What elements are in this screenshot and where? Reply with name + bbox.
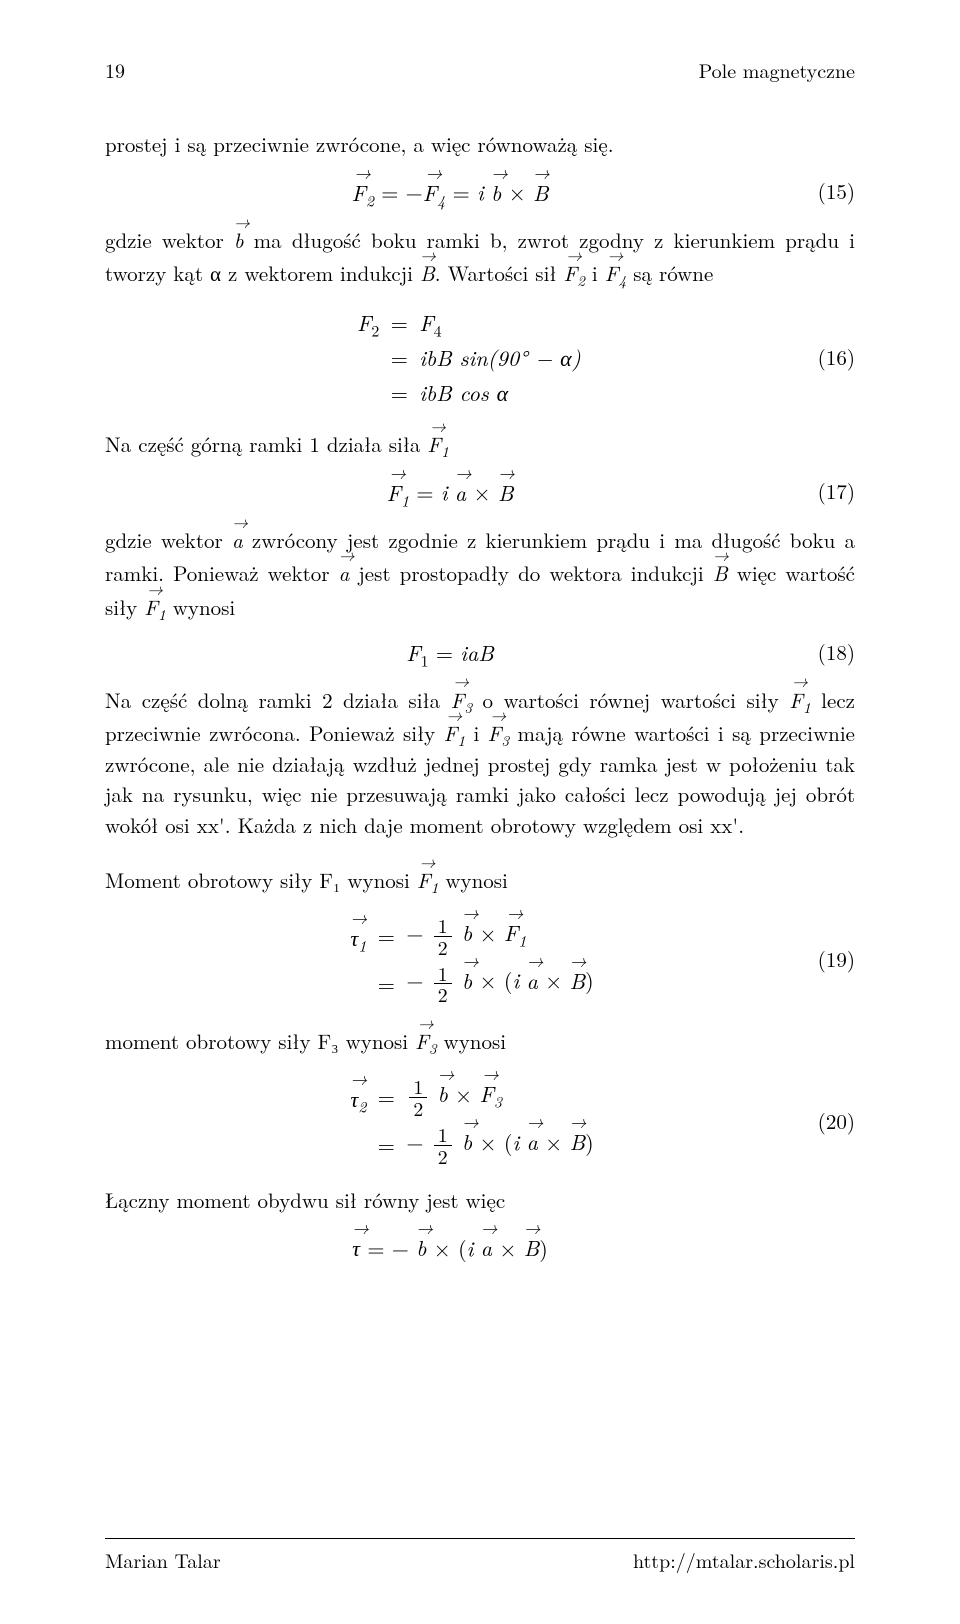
equation-20: τ2 = 12 b × F3 = − 12 b × (i a × B) (20) (105, 1071, 855, 1171)
running-header: 19 Pole magnetyczne (105, 55, 855, 84)
equation-17: F1 = i a × B (17) (105, 473, 855, 507)
paragraph-6: Moment obrotowy siły F₁ wynosi F1 wynosi (105, 862, 855, 896)
equation-18-body: F1 = iaB (105, 637, 795, 668)
equation-16-body: F2 = F4 = ibB sin(90° − α) = ibB cos α (105, 303, 795, 412)
paragraph-8: Łączny moment obydwu sił równy jest więc (105, 1185, 855, 1215)
paragraph-4: gdzie wektor a zwrócony jest zgodnie z k… (105, 522, 855, 623)
header-title: Pole magnetyczne (699, 55, 855, 84)
paragraph-7: moment obrotowy siły F₃ wynosi F3 wynosi (105, 1023, 855, 1057)
equation-17-body: F1 = i a × B (105, 473, 795, 507)
equation-19-number: (19) (795, 944, 855, 974)
footer: Marian Talar http://mtalar.scholaris.pl (105, 1538, 855, 1574)
footer-author: Marian Talar (105, 1545, 221, 1574)
equation-18: F1 = iaB (18) (105, 637, 855, 668)
paragraph-5: Na część dolną ramki 2 działa siła F3 o … (105, 682, 855, 840)
equation-20-body: τ2 = 12 b × F3 = − 12 b × (i a × B) (105, 1071, 795, 1171)
equation-15-body: F2 = −F4 = i b × B (105, 173, 795, 207)
paragraph-3: Na część górną ramki 1 działa siła F1 (105, 426, 855, 460)
equation-16-number: (16) (795, 342, 855, 372)
equation-20-number: (20) (795, 1106, 855, 1136)
equation-17-number: (17) (795, 476, 855, 506)
equation-15: F2 = −F4 = i b × B (15) (105, 173, 855, 207)
equation-15-number: (15) (795, 176, 855, 206)
page: 19 Pole magnetyczne prostej i są przeciw… (0, 0, 960, 1624)
equation-16: F2 = F4 = ibB sin(90° − α) = ibB cos α (… (105, 303, 855, 412)
equation-final: τ = − b × (i a × B) (105, 1229, 855, 1263)
paragraph-1: prostej i są przeciwnie zwrócone, a więc… (105, 129, 855, 159)
footer-url: http://mtalar.scholaris.pl (633, 1545, 855, 1574)
page-number: 19 (105, 55, 125, 84)
paragraph-2: gdzie wektor b ma długość boku ramki b, … (105, 222, 855, 289)
equation-final-body: τ = − b × (i a × B) (105, 1229, 795, 1263)
equation-18-number: (18) (795, 637, 855, 667)
equation-19-body: τ1 = − 12 b × F1 = − 12 b × (i a × B) (105, 910, 795, 1010)
equation-19: τ1 = − 12 b × F1 = − 12 b × (i a × B) (1… (105, 910, 855, 1010)
